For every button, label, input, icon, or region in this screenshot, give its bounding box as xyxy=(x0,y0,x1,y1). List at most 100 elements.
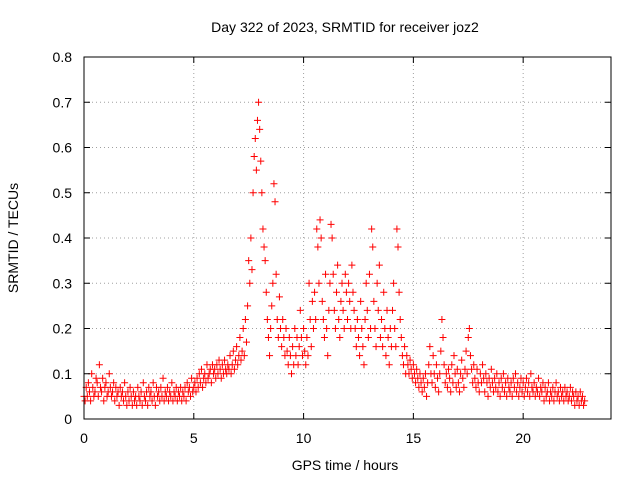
data-point xyxy=(439,334,447,342)
data-point xyxy=(323,325,331,332)
data-point xyxy=(105,370,113,378)
data-point xyxy=(448,361,456,369)
data-point xyxy=(151,401,159,409)
data-point xyxy=(435,388,443,396)
data-point xyxy=(385,361,393,369)
data-point xyxy=(339,306,347,314)
data-point xyxy=(464,334,472,342)
data-point xyxy=(511,370,519,378)
plot-frame xyxy=(83,56,612,420)
data-point xyxy=(145,383,153,391)
data-point xyxy=(406,356,414,364)
data-point xyxy=(389,306,397,314)
data-point xyxy=(94,392,102,400)
data-point xyxy=(566,383,574,391)
data-point xyxy=(420,383,428,391)
data-point xyxy=(226,352,234,360)
data-point xyxy=(419,374,427,382)
data-point xyxy=(429,352,437,360)
data-point xyxy=(155,388,163,396)
data-point xyxy=(260,243,268,251)
data-point xyxy=(87,397,95,405)
data-point xyxy=(527,370,535,378)
data-point xyxy=(471,374,479,382)
data-point xyxy=(248,266,256,274)
data-point xyxy=(121,379,129,387)
data-point xyxy=(463,370,471,378)
data-point xyxy=(544,379,552,387)
data-point xyxy=(432,361,440,369)
data-point xyxy=(278,343,286,351)
data-point xyxy=(378,315,386,323)
data-point xyxy=(508,392,516,400)
data-point xyxy=(342,288,350,296)
data-point xyxy=(288,370,296,378)
data-point xyxy=(484,392,492,400)
data-point xyxy=(289,343,297,351)
grid-layer xyxy=(84,57,611,419)
data-point xyxy=(233,343,241,351)
data-point xyxy=(340,325,348,332)
x-tick-label: 0 xyxy=(80,430,88,446)
data-point xyxy=(217,374,225,382)
data-point xyxy=(359,343,367,351)
data-point xyxy=(291,325,299,332)
data-point xyxy=(494,388,502,396)
data-point xyxy=(129,388,137,396)
data-point xyxy=(84,379,92,387)
data-point xyxy=(479,361,487,369)
data-point xyxy=(580,401,588,409)
data-point xyxy=(530,379,538,387)
data-point xyxy=(309,325,317,332)
data-point xyxy=(316,216,324,224)
data-point xyxy=(199,383,207,391)
y-tick-label: 0.7 xyxy=(53,94,73,110)
data-point xyxy=(581,397,589,405)
data-point xyxy=(431,383,439,391)
data-point xyxy=(360,361,368,369)
data-point xyxy=(292,352,300,360)
data-point xyxy=(335,315,343,323)
data-point xyxy=(350,306,358,314)
data-point xyxy=(368,225,376,233)
data-point xyxy=(268,302,276,310)
data-point xyxy=(507,379,515,387)
data-point xyxy=(482,370,490,378)
data-point xyxy=(447,388,455,396)
data-point xyxy=(353,315,361,323)
data-point xyxy=(459,374,467,382)
data-point xyxy=(139,379,147,387)
data-point xyxy=(413,365,421,373)
data-point xyxy=(264,334,272,342)
data-point xyxy=(186,392,194,400)
data-point xyxy=(193,374,201,382)
data-point xyxy=(305,279,313,287)
data-point xyxy=(308,297,316,305)
data-point xyxy=(492,383,500,391)
data-point xyxy=(229,347,237,355)
data-point xyxy=(328,234,336,242)
data-point xyxy=(329,270,337,278)
data-point xyxy=(334,261,342,269)
data-point xyxy=(442,370,450,378)
data-point xyxy=(147,388,155,396)
data-point xyxy=(319,315,327,323)
data-point xyxy=(240,352,248,360)
data-point xyxy=(460,383,468,391)
data-point xyxy=(163,383,171,391)
data-point xyxy=(443,383,451,391)
data-point xyxy=(362,279,370,287)
data-point xyxy=(341,270,349,278)
data-point xyxy=(302,361,310,369)
data-point xyxy=(344,315,351,323)
data-point xyxy=(349,288,357,296)
data-point xyxy=(251,134,259,142)
data-point xyxy=(369,243,377,251)
data-point xyxy=(282,325,290,332)
data-point xyxy=(263,315,271,323)
data-point xyxy=(271,198,279,206)
data-point xyxy=(496,392,504,400)
data-point xyxy=(499,370,507,378)
data-point xyxy=(493,370,501,378)
data-point xyxy=(338,279,346,287)
